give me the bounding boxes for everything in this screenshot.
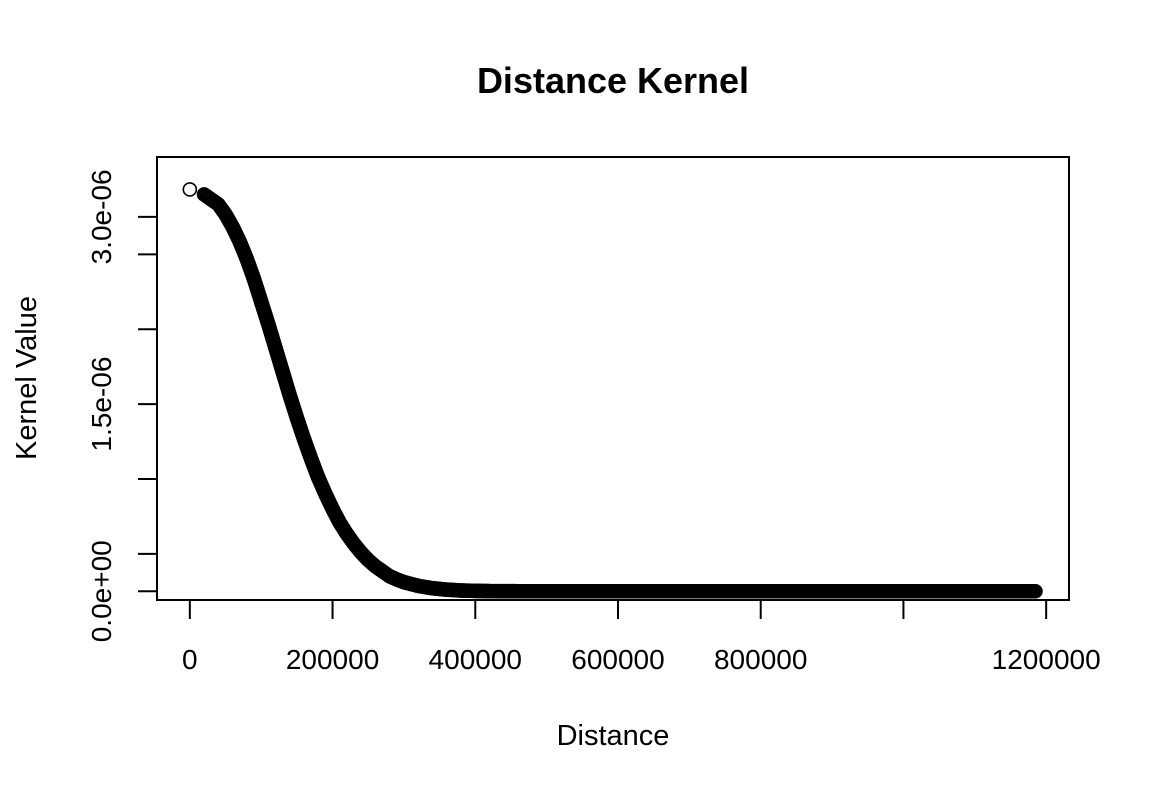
x-tick-label: 200000 [286, 644, 379, 675]
x-tick-label: 0 [182, 644, 198, 675]
data-point [1028, 583, 1043, 599]
y-axis: 0.0e+00 1.5e-06 3.0e-06 [86, 169, 158, 642]
scatter-points [182, 182, 1043, 599]
y-tick-label: 1.5e-06 [86, 357, 117, 452]
y-axis-label: Kernel Value [11, 296, 43, 460]
x-tick-label: 1200000 [992, 644, 1101, 675]
x-axis-label: Distance [557, 720, 670, 752]
x-tick-label: 800000 [714, 644, 807, 675]
y-tick-label: 0.0e+00 [86, 540, 117, 642]
y-tick-label: 3.0e-06 [86, 169, 117, 264]
x-tick-label: 600000 [571, 644, 664, 675]
x-axis: 0 200000 400000 600000 800000 1200000 [182, 599, 1101, 675]
plot-frame [156, 156, 1070, 601]
data-point [182, 182, 198, 197]
chart-title: Distance Kernel [477, 60, 749, 101]
x-tick-label: 400000 [429, 644, 522, 675]
